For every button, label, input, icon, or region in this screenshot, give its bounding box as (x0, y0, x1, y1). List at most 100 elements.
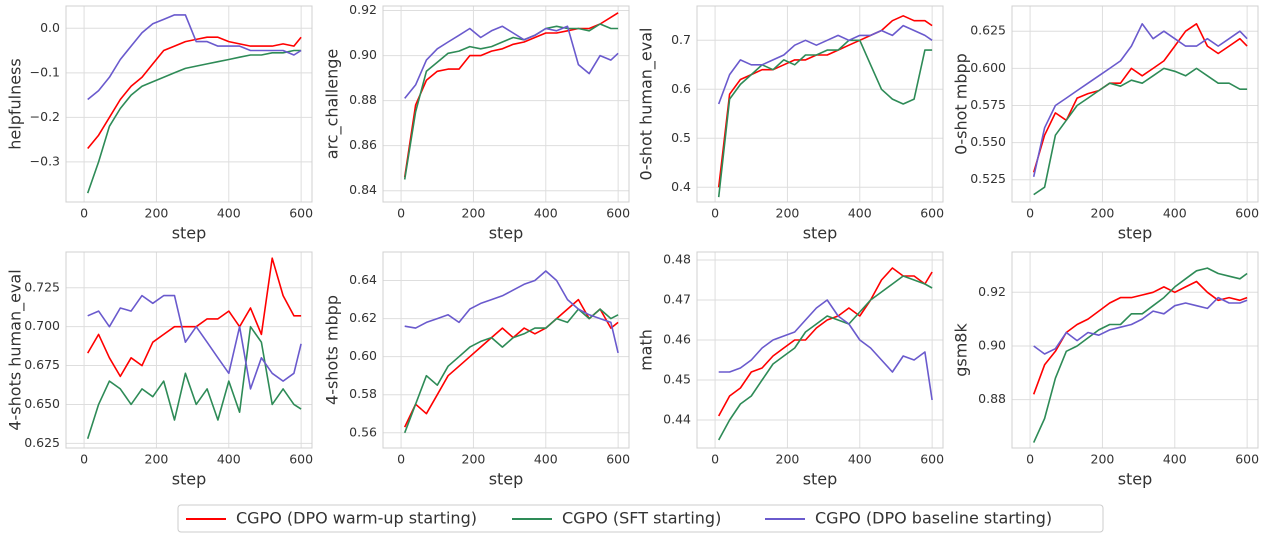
x-tick-label: 0 (711, 452, 719, 467)
axes-frame (382, 5, 630, 203)
x-tick-label: 600 (289, 452, 313, 467)
legend-box (177, 504, 1104, 533)
series-line (1032, 267, 1248, 443)
y-tick-label: 0.88 (349, 92, 377, 107)
y-axis-label: 0-shot human_eval (637, 28, 657, 181)
y-tick-label: 0.650 (24, 396, 60, 411)
series-line (1032, 23, 1248, 177)
series-line (403, 308, 619, 434)
x-tick-label: 400 (534, 452, 558, 467)
y-tick-label: 0.625 (24, 435, 60, 450)
x-tick-label: 600 (606, 452, 630, 467)
y-tick-label: 0.92 (349, 2, 377, 17)
x-tick-label: 600 (920, 206, 944, 221)
x-tick-label: 0 (711, 206, 719, 221)
y-axis-label: 4-shots human_eval (6, 269, 26, 430)
plot-area (66, 252, 312, 448)
subplot: 0.4 0.5 0.6 0.7 0 200 400 600 step 0-shot human_e… (637, 5, 944, 243)
y-axis-label: 0-shot mbpp (952, 53, 971, 155)
y-tick-label: 0.625 (970, 23, 1006, 38)
subplot: −0.3 −0.2 −0.1 0.0 0 200 400 600 step helpfulness (6, 5, 313, 243)
subplot: 0.84 0.86 0.88 0.90 0.92 0 200 400 600 step arc_ch… (323, 2, 631, 242)
axes-frame (65, 5, 313, 203)
series-line (86, 325, 302, 439)
axes-frame (696, 251, 944, 449)
series-line (717, 267, 933, 417)
series-line (404, 270, 619, 354)
x-tick-label: 200 (1091, 206, 1115, 221)
x-tick-label: 400 (848, 452, 872, 467)
y-tick-label: 0.700 (24, 318, 60, 333)
x-tick-label: 400 (848, 206, 872, 221)
y-tick-label: 0.675 (24, 357, 60, 372)
series-line (717, 24, 933, 105)
y-tick-label: 0.90 (349, 47, 377, 62)
plot-area (383, 6, 629, 202)
x-tick-label: 600 (1235, 206, 1259, 221)
series-line (87, 14, 302, 101)
series-line (87, 294, 302, 390)
x-tick-label: 0 (80, 452, 88, 467)
x-tick-label: 400 (217, 206, 241, 221)
y-tick-label: 0.5 (671, 130, 691, 145)
y-axis-label: gsm8k (952, 323, 971, 377)
x-tick-label: 200 (462, 452, 486, 467)
y-tick-label: 0.58 (349, 386, 377, 401)
x-axis-label: step (803, 224, 838, 243)
y-axis-label: 4-shots mbpp (323, 295, 342, 405)
x-tick-label: 600 (1235, 452, 1259, 467)
x-tick-label: 400 (1163, 206, 1187, 221)
series-line (717, 275, 933, 441)
y-tick-label: 0.6 (671, 81, 691, 96)
y-tick-label: 0.600 (970, 60, 1006, 75)
x-axis-label: step (489, 470, 524, 489)
x-tick-label: 400 (534, 206, 558, 221)
x-axis-label: step (489, 224, 524, 243)
x-tick-label: 200 (145, 206, 169, 221)
series-line (718, 299, 933, 401)
series-line (404, 25, 619, 99)
series-line (403, 12, 619, 178)
x-tick-label: 200 (776, 452, 800, 467)
y-tick-label: 0.550 (970, 134, 1006, 149)
y-tick-label: 0.86 (349, 137, 377, 152)
y-tick-label: 0.45 (663, 372, 691, 387)
axes-frame (1011, 251, 1259, 449)
x-tick-label: 200 (776, 206, 800, 221)
y-tick-label: 0.92 (978, 284, 1006, 299)
y-tick-label: 0.60 (349, 348, 377, 363)
x-tick-label: 0 (1026, 206, 1034, 221)
y-axis-label: math (637, 329, 656, 371)
y-tick-label: 0.47 (663, 292, 691, 307)
y-tick-label: 0.575 (970, 97, 1006, 112)
x-tick-label: 0 (397, 452, 405, 467)
y-axis-label: arc_challenge (323, 49, 343, 159)
subplot: 0.56 0.58 0.60 0.62 0.64 0 200 400 600 step 4-shot… (323, 251, 630, 489)
plot-area (1012, 252, 1258, 448)
series-line (717, 39, 933, 198)
axes-frame (696, 5, 944, 203)
y-tick-label: 0.48 (663, 252, 691, 267)
series-line (86, 49, 302, 194)
y-tick-label: 0.56 (349, 424, 377, 439)
series-line (1033, 67, 1248, 196)
subplot: 0.44 0.45 0.46 0.47 0.48 0 200 400 600 step math (637, 251, 944, 489)
legend-label: CGPO (DPO baseline starting) (815, 509, 1052, 528)
y-tick-label: 0.0 (40, 20, 60, 35)
x-axis-label: step (1118, 470, 1153, 489)
subplot: 0.525 0.550 0.575 0.600 0.625 0 200 400 600 step 0… (952, 5, 1259, 243)
y-tick-label: 0.525 (970, 171, 1006, 186)
y-tick-label: 0.64 (349, 272, 377, 287)
series-line (1033, 296, 1248, 355)
y-tick-label: 0.46 (663, 332, 691, 347)
x-tick-label: 0 (397, 206, 405, 221)
x-axis-label: step (172, 224, 207, 243)
x-axis-label: step (1118, 224, 1153, 243)
y-tick-label: 0.62 (349, 310, 377, 325)
x-tick-label: 600 (920, 452, 944, 467)
y-tick-label: −0.1 (30, 64, 60, 79)
y-tick-label: 0.84 (349, 182, 377, 197)
series-line (403, 23, 619, 180)
series-line (1032, 23, 1248, 173)
y-tick-label: 0.7 (671, 32, 691, 47)
